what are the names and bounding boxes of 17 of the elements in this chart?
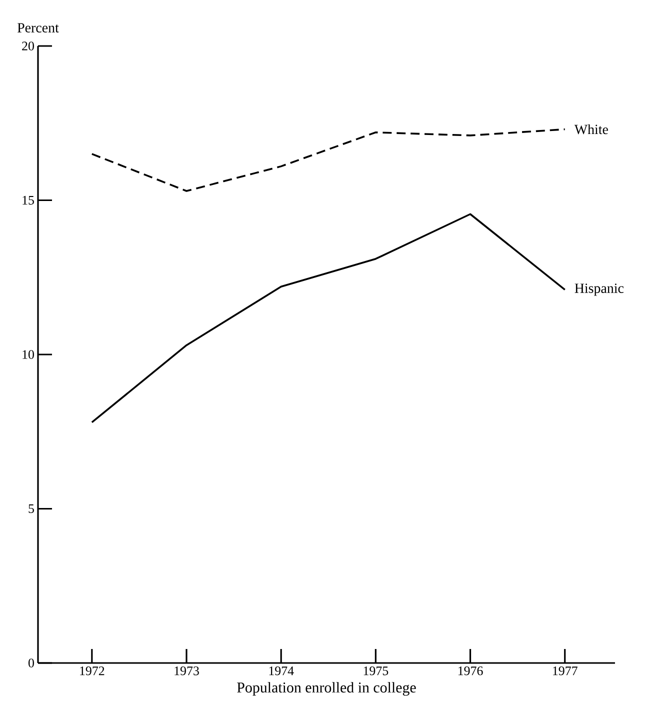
y-axis-title: Percent [17, 23, 59, 32]
x-tick-label: 1977 [553, 666, 578, 676]
y-tick-label: 15 [22, 196, 34, 205]
x-tick-label: 1973 [174, 666, 199, 676]
x-tick-label: 1972 [80, 666, 104, 676]
y-tick-label: 5 [28, 504, 34, 514]
x-tick-label: 1976 [458, 666, 483, 676]
x-tick-label: 1974 [269, 666, 294, 676]
x-axis-title: Population enrolled in college [237, 682, 416, 696]
y-tick-label: 10 [22, 350, 34, 359]
line-series [91, 128, 566, 192]
line-series [91, 213, 566, 424]
series-label: Hispanic [574, 284, 624, 296]
x-tick-label: 1975 [364, 666, 388, 676]
y-tick-label: 20 [22, 42, 34, 50]
series-label: White [574, 124, 608, 134]
y-tick-label: 0 [28, 658, 34, 668]
